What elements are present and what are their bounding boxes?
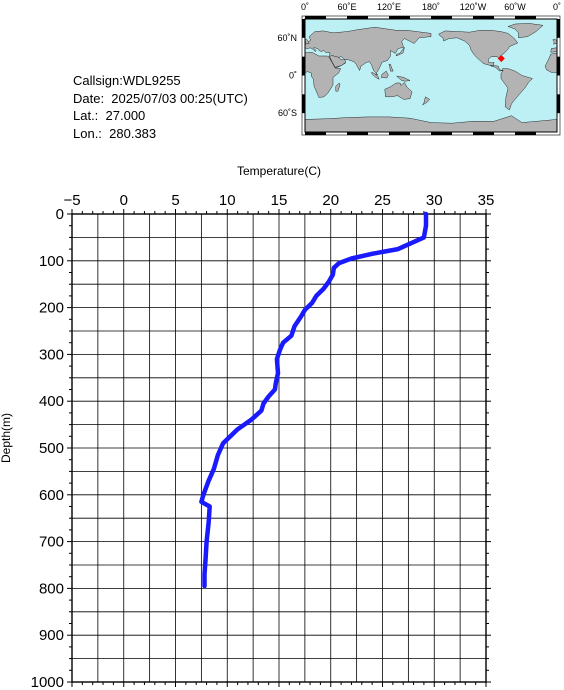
land-philippines (388, 63, 394, 72)
map-border-bottom (473, 132, 494, 135)
map-lon-label: 0˚ (553, 2, 561, 12)
y-tick-label: 200 (39, 300, 64, 317)
map-lon-label: 180˚ (422, 2, 440, 12)
map-border-top (473, 16, 494, 19)
map-lon-label: 120˚W (460, 2, 487, 12)
lon-text: Lon.: 280.383 (73, 125, 157, 141)
land-arabia (329, 55, 346, 68)
x-tick-label: 30 (426, 192, 443, 209)
y-tick-label: 1000 (31, 674, 64, 690)
x-tick-label: −5 (63, 192, 80, 209)
map-border-right (557, 19, 560, 38)
map-border-top (389, 16, 410, 19)
y-axis-label: Depth(m) (0, 413, 13, 463)
map-border-left (302, 56, 305, 76)
callsign-text: Callsign:WDL9255 (73, 73, 181, 88)
map-lon-label: 120˚E (377, 2, 401, 12)
map-lat-label: 60˚S (278, 108, 297, 118)
map-lon-label: 60˚W (504, 2, 526, 12)
map-border-top (347, 16, 368, 19)
y-tick-label: 800 (39, 580, 64, 597)
map-lat-label: 60˚N (277, 33, 297, 43)
y-tick-label: 900 (39, 627, 64, 644)
y-tick-label: 100 (39, 253, 64, 270)
map-border-left (302, 19, 305, 38)
y-tick-label: 0 (56, 206, 64, 223)
land-sumatra (371, 72, 380, 80)
temperature-depth-plot: −5 0 5 10 15 20 25 30 35010020030040050060070080… (0, 164, 494, 690)
map-outer-frame (301, 15, 561, 136)
land-america-south (500, 68, 533, 111)
date-text: Date: 2025/07/03 00:25(UTC) (73, 90, 248, 106)
y-tick-label: 500 (39, 440, 64, 457)
land-europe-west (550, 47, 558, 53)
world-map: 0˚ 60˚E 120˚E 180˚ 120˚W 60˚W 0˚ 60˚N 0˚ 60˚S (277, 2, 561, 136)
station-info: Callsign:WDL9255 Date: 2025/07/03 00:25(… (73, 72, 248, 142)
x-tick-label: 20 (322, 192, 339, 209)
map-border-bottom (305, 132, 326, 135)
map-border-right (557, 94, 560, 114)
map-border-top (431, 16, 452, 19)
y-tick-label: 700 (39, 534, 64, 551)
x-tick-label: 0 (120, 192, 128, 209)
map-border-bottom (431, 132, 452, 135)
land-central-america (489, 65, 504, 72)
y-tick-label: 600 (39, 487, 64, 504)
x-tick-label: 25 (374, 192, 391, 209)
land-new-guinea (396, 75, 411, 82)
map-lon-label: 0˚ (301, 2, 309, 12)
x-axis-label: Temperature(C) (237, 164, 321, 178)
lat-text: Lat.: 27.000 (73, 108, 146, 123)
map-lon-label: 60˚E (337, 2, 356, 12)
map-border-bottom (347, 132, 368, 135)
map-border-bottom (389, 132, 410, 135)
land-borneo (381, 70, 389, 79)
y-tick-label: 300 (39, 346, 64, 363)
x-tick-label: 5 (171, 192, 179, 209)
land-america-north (438, 30, 519, 66)
map-lat-label: 0˚ (289, 71, 297, 81)
temperature-profile-line (199, 211, 429, 589)
map-border-bottom (515, 132, 536, 135)
map-border-right (557, 56, 560, 76)
land-britain (304, 38, 310, 45)
map-border-top (305, 16, 326, 19)
land-madagascar (335, 82, 341, 92)
land-new-zealand (422, 96, 430, 106)
x-tick-label: 15 (271, 192, 288, 209)
y-tick-label: 400 (39, 393, 64, 410)
x-tick-label: 35 (478, 192, 495, 209)
land-japan (395, 47, 405, 57)
station-marker (497, 55, 505, 63)
land-africa (304, 52, 342, 98)
map-border-top (515, 16, 536, 19)
land-greenland (507, 23, 544, 39)
x-tick-label: 10 (219, 192, 236, 209)
map-border-left (302, 94, 305, 114)
land-australia (384, 82, 413, 100)
